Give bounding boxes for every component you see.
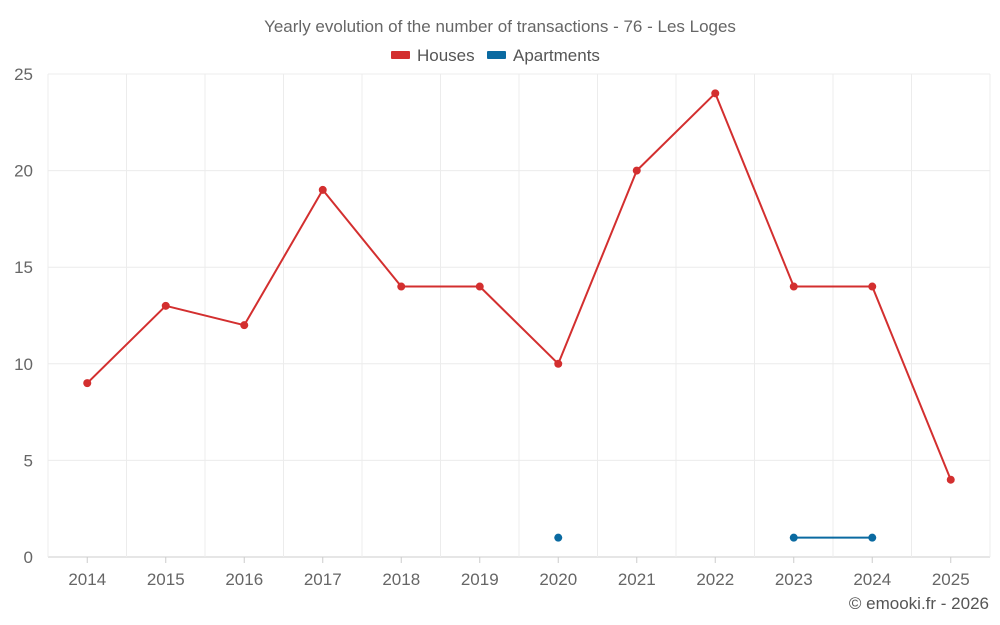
data-point-houses[interactable]	[789, 282, 798, 291]
x-tick-label: 2024	[853, 570, 891, 589]
credit-text: © emooki.fr - 2026	[849, 594, 989, 613]
x-tick-label: 2023	[775, 570, 813, 589]
y-axis-ticks: 0 5 10 15 20 25	[14, 65, 33, 567]
x-tick-label: 2014	[68, 570, 106, 589]
x-tick-label: 2016	[225, 570, 263, 589]
x-tick-label: 2017	[304, 570, 342, 589]
y-tick-label: 20	[14, 162, 33, 181]
data-point-houses[interactable]	[161, 301, 170, 310]
series-houses	[83, 89, 955, 484]
x-tick-label: 2022	[696, 570, 734, 589]
legend-item-houses[interactable]: Houses	[391, 46, 475, 65]
x-tick-label: 2025	[932, 570, 970, 589]
legend-item-apartments[interactable]: Apartments	[487, 46, 600, 65]
data-point-houses[interactable]	[318, 185, 327, 194]
legend-swatch-apartments	[487, 51, 506, 59]
legend: Houses Apartments	[391, 46, 600, 65]
chart-title: Yearly evolution of the number of transa…	[264, 17, 736, 36]
data-point-houses[interactable]	[554, 359, 563, 368]
y-tick-label: 0	[24, 548, 33, 567]
data-point-houses[interactable]	[475, 282, 484, 291]
legend-label-apartments: Apartments	[513, 46, 600, 65]
series-line-houses	[86, 92, 952, 481]
x-tick-label: 2021	[618, 570, 656, 589]
data-point-apartments[interactable]	[554, 533, 563, 542]
y-tick-label: 5	[24, 451, 33, 470]
data-point-houses[interactable]	[397, 282, 406, 291]
x-tick-label: 2020	[539, 570, 577, 589]
data-point-apartments[interactable]	[789, 533, 798, 542]
series-apartments	[554, 533, 877, 542]
data-point-houses[interactable]	[240, 321, 249, 330]
data-point-houses[interactable]	[711, 89, 720, 98]
x-tick-label: 2015	[147, 570, 185, 589]
x-tick-label: 2019	[461, 570, 499, 589]
legend-swatch-houses	[391, 51, 410, 59]
y-tick-label: 25	[14, 65, 33, 84]
data-point-apartments[interactable]	[868, 533, 877, 542]
data-point-houses[interactable]	[83, 379, 92, 388]
legend-label-houses: Houses	[417, 46, 475, 65]
y-tick-label: 15	[14, 258, 33, 277]
data-point-houses[interactable]	[946, 475, 955, 484]
series	[83, 89, 955, 542]
data-point-houses[interactable]	[868, 282, 877, 291]
x-axis-ticks: 2014 2015 2016 2017 2018 2019 2020 2021 2022 2023…	[68, 557, 970, 589]
y-tick-label: 10	[14, 355, 33, 374]
data-point-houses[interactable]	[632, 166, 641, 175]
x-tick-label: 2018	[382, 570, 420, 589]
grid	[47, 73, 991, 558]
